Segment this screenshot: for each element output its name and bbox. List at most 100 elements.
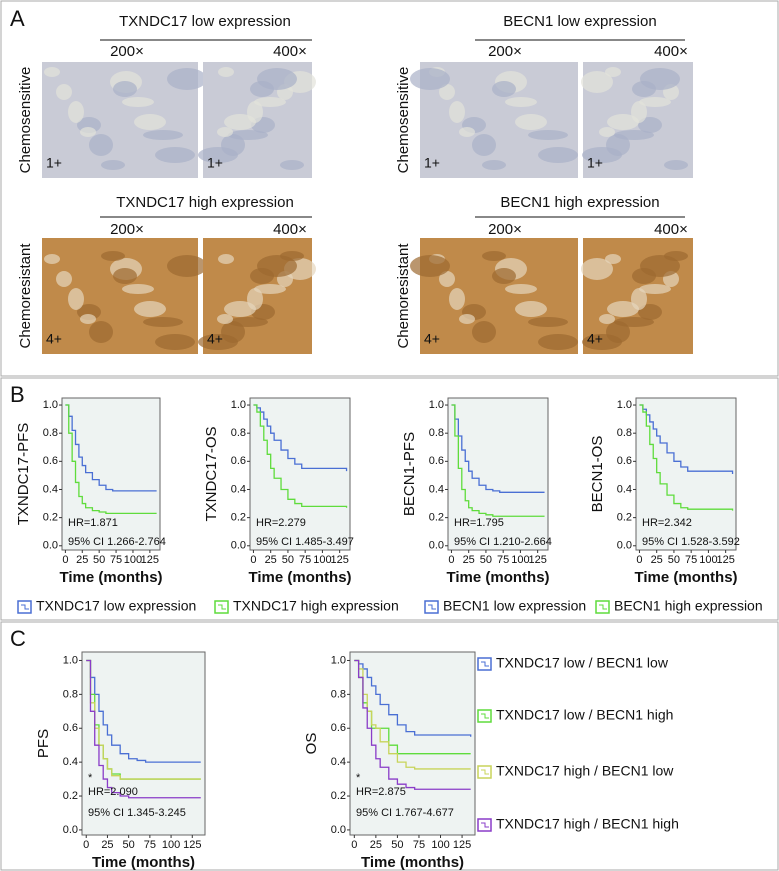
x-tick-label: 25 xyxy=(651,554,663,566)
y-tick-label: 0.4 xyxy=(331,756,346,768)
score: 4+ xyxy=(424,331,440,347)
tissue xyxy=(639,284,671,294)
tissue xyxy=(449,101,465,123)
y-tick-label: 0.8 xyxy=(331,688,346,700)
x-tick-label: 100 xyxy=(313,554,331,566)
y-tick-label: 0.6 xyxy=(43,455,58,467)
tissue xyxy=(505,97,537,107)
tissue xyxy=(68,101,84,123)
x-tick-label: 125 xyxy=(141,554,159,566)
tissue xyxy=(638,117,662,133)
legend-label: TXNDC17 low / BECN1 low xyxy=(496,655,669,671)
y-tick-label: 0.0 xyxy=(429,540,444,552)
tissue xyxy=(538,147,578,163)
tissue xyxy=(482,251,506,261)
plot-area xyxy=(349,651,476,836)
y-tick-label: 0.4 xyxy=(43,483,58,495)
y-tick-label: 0.4 xyxy=(63,756,78,768)
x-tick-label: 75 xyxy=(299,554,311,566)
x-tick-label: 100 xyxy=(699,554,717,566)
y-tick-label: 0.2 xyxy=(63,790,78,802)
x-tick-label: 0 xyxy=(83,839,89,851)
x-tick-label: 100 xyxy=(431,839,449,851)
plot-area xyxy=(447,397,549,551)
x-tick-label: 125 xyxy=(330,554,348,566)
y-axis-label: TXNDC17-PFS xyxy=(15,423,32,526)
score: 1+ xyxy=(207,155,223,171)
y-tick-label: 0.0 xyxy=(63,824,78,836)
panel-c-frame xyxy=(0,621,779,871)
legend-label: TXNDC17 high / BECN1 high xyxy=(496,816,679,832)
tissue xyxy=(224,301,256,317)
x-tick-label: 25 xyxy=(265,554,277,566)
tissue xyxy=(89,134,113,156)
annotation: HR=2.875 xyxy=(356,786,406,798)
tissue xyxy=(122,97,154,107)
score: 1+ xyxy=(587,155,603,171)
score: 4+ xyxy=(587,331,603,347)
score: 1+ xyxy=(46,155,62,171)
x-tick-label: 100 xyxy=(511,554,529,566)
y-tick-label: 0.2 xyxy=(429,512,444,524)
y-tick-label: 1.0 xyxy=(429,399,444,411)
tissue xyxy=(515,301,547,317)
tissue xyxy=(155,334,195,350)
tissue xyxy=(101,160,125,170)
survival-curve xyxy=(451,404,545,493)
x-tick-label: 0 xyxy=(250,554,256,566)
group-title: TXNDC17 high expression xyxy=(116,194,294,211)
annotation: HR=2.279 xyxy=(256,517,306,529)
x-tick-label: 0 xyxy=(351,839,357,851)
y-axis-label: TXNDC17-OS xyxy=(203,426,220,521)
annotation: 95% CI 1.210-2.664 xyxy=(454,536,552,548)
legend-label: TXNDC17 low expression xyxy=(36,598,196,614)
magnification: 200× xyxy=(488,221,522,238)
tissue xyxy=(44,254,60,264)
legend-step xyxy=(481,713,489,719)
annotation: HR=2.342 xyxy=(642,517,692,529)
panel-label: A xyxy=(10,6,25,31)
tissue xyxy=(639,97,671,107)
y-tick-label: 0.0 xyxy=(43,540,58,552)
plot-area xyxy=(81,651,206,836)
legend-label: BECN1 high expression xyxy=(614,598,763,614)
y-tick-label: 0.6 xyxy=(429,455,444,467)
tissue xyxy=(528,130,568,140)
annotation: HR=2.090 xyxy=(88,786,138,798)
x-axis-label: Time (months) xyxy=(92,854,195,871)
row-label: Chemoresistant xyxy=(395,243,412,349)
legend-step xyxy=(599,604,607,610)
tissue xyxy=(632,81,656,97)
annotation: * xyxy=(356,772,361,784)
legend-step xyxy=(428,604,436,610)
y-tick-label: 1.0 xyxy=(63,654,78,666)
tissue xyxy=(472,321,496,343)
legend-step xyxy=(481,822,489,828)
tissue xyxy=(472,134,496,156)
y-axis-label: BECN1-PFS xyxy=(401,432,418,516)
tissue xyxy=(439,84,455,100)
magnification: 400× xyxy=(654,43,688,60)
survival-curve xyxy=(639,404,734,511)
y-tick-label: 0.8 xyxy=(63,688,78,700)
tissue xyxy=(218,254,234,264)
tissue xyxy=(582,334,622,350)
tissue xyxy=(605,67,621,77)
y-tick-label: 0.6 xyxy=(617,455,632,467)
tissue xyxy=(607,301,639,317)
tissue xyxy=(143,317,183,327)
tissue xyxy=(224,114,256,130)
tissue xyxy=(254,284,286,294)
y-tick-label: 0.2 xyxy=(617,512,632,524)
tissue xyxy=(459,127,475,137)
y-tick-label: 0.2 xyxy=(231,512,246,524)
panel-b-frame xyxy=(0,377,779,621)
tissue xyxy=(89,321,113,343)
y-tick-label: 0.2 xyxy=(331,790,346,802)
x-tick-label: 75 xyxy=(685,554,697,566)
x-tick-label: 0 xyxy=(448,554,454,566)
y-tick-label: 0.6 xyxy=(63,722,78,734)
magnification: 400× xyxy=(654,221,688,238)
panel-a-frame xyxy=(0,0,779,377)
survival-curve xyxy=(253,404,348,508)
